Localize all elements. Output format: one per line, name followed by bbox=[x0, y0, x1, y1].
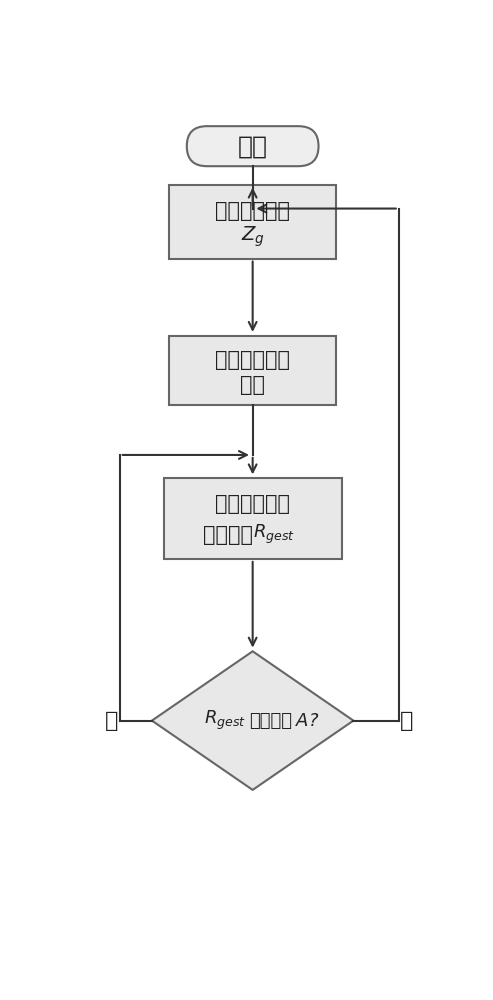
Text: 修正电压前馈: 修正电压前馈 bbox=[215, 350, 290, 370]
Text: 计算网侧阻抗: 计算网侧阻抗 bbox=[215, 494, 290, 514]
Text: 开始: 开始 bbox=[238, 134, 268, 158]
Text: 变化系数: 变化系数 bbox=[203, 525, 252, 545]
FancyBboxPatch shape bbox=[187, 126, 318, 166]
Text: 系数: 系数 bbox=[240, 375, 265, 395]
Text: 计算网侧阻抗: 计算网侧阻抗 bbox=[215, 201, 290, 221]
Text: $Z_g$: $Z_g$ bbox=[241, 224, 265, 249]
Text: 否: 否 bbox=[106, 711, 119, 731]
Bar bbox=[164, 478, 342, 559]
Text: 是: 是 bbox=[400, 711, 413, 731]
Text: 大于阈值: 大于阈值 bbox=[249, 712, 292, 730]
Polygon shape bbox=[152, 651, 353, 790]
Text: $A$?: $A$? bbox=[295, 712, 320, 730]
Text: $R_{gest}$: $R_{gest}$ bbox=[252, 523, 295, 546]
Text: $R_{gest}$: $R_{gest}$ bbox=[204, 709, 246, 732]
Bar bbox=[170, 185, 336, 259]
Bar bbox=[170, 336, 336, 405]
